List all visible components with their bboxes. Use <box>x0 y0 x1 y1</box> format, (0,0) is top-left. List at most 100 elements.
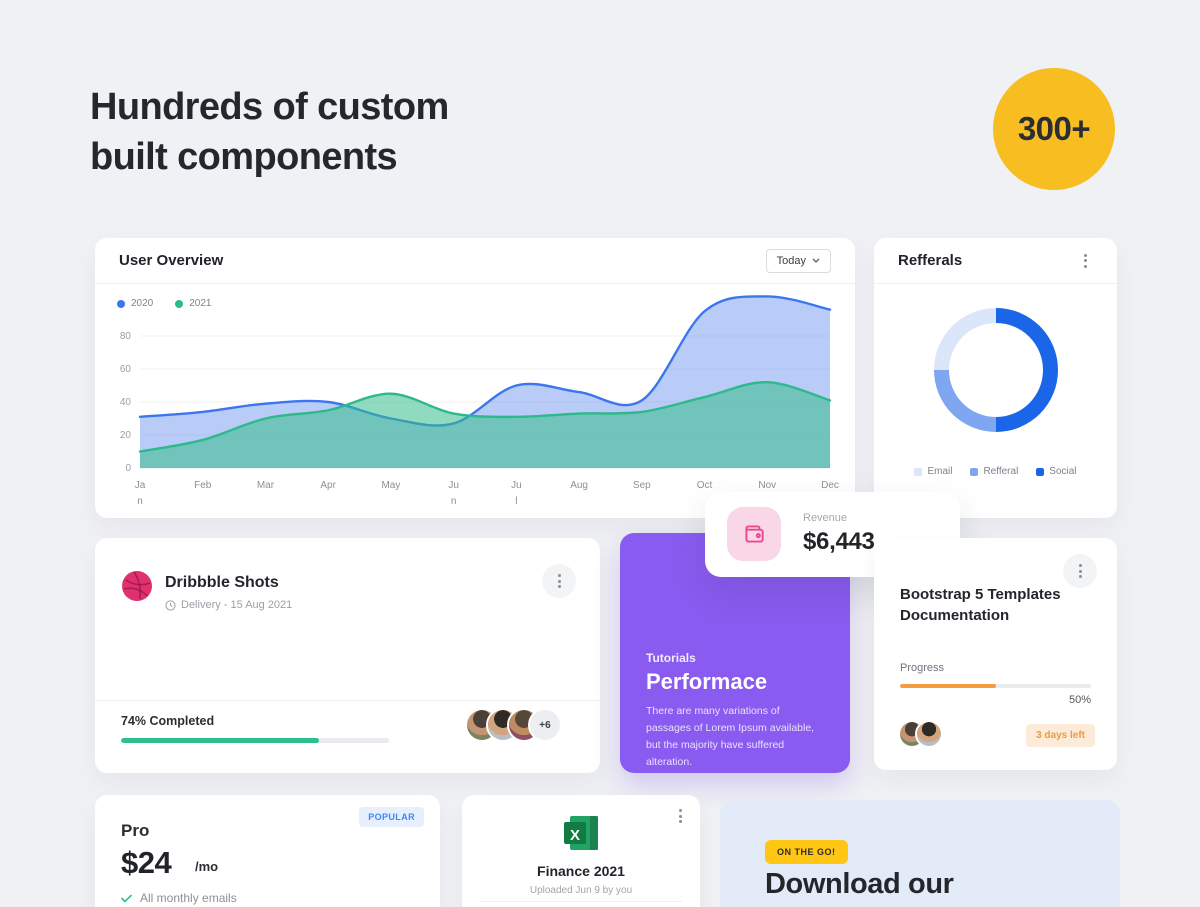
components-count-badge: 300+ <box>993 68 1115 190</box>
extra-avatars-count: +6 <box>530 710 560 740</box>
svg-text:40: 40 <box>120 397 132 408</box>
legend-label-social: Social <box>1049 466 1077 477</box>
page-title: Hundreds of custom built components <box>90 82 449 182</box>
finance-menu-button[interactable] <box>673 803 688 829</box>
performace-body: There are many variations of passages of… <box>646 705 815 768</box>
clock-icon <box>165 599 176 611</box>
chevron-down-icon <box>812 258 820 263</box>
svg-text:Ju: Ju <box>511 480 522 491</box>
refferals-menu-button[interactable] <box>1078 248 1093 274</box>
pro-pricing-card: POPULAR Pro $24 /mo All monthly emails <box>95 795 440 907</box>
bootstrap-progress-fill <box>900 684 996 688</box>
legend-dot-2021 <box>175 299 184 308</box>
legend-label-email: Email <box>927 466 953 477</box>
legend-dot-2020 <box>117 299 125 308</box>
plan-period: /mo <box>195 859 219 874</box>
legend-item-refferal: Refferal <box>970 466 1018 477</box>
legend-swatch-email <box>914 467 923 476</box>
due-date-badge: 3 days left <box>1026 724 1095 747</box>
svg-text:Ju: Ju <box>448 480 459 491</box>
bootstrap-docs-title: Bootstrap 5 Templates Documentation <box>900 586 1061 624</box>
bootstrap-progress-label: Progress <box>900 662 945 674</box>
dribbble-progress-label: 74% Completed <box>121 714 215 728</box>
page-title-line2: built components <box>90 136 398 178</box>
bootstrap-progress-value: 50% <box>1068 694 1091 706</box>
legend-label-refferal: Refferal <box>983 466 1019 477</box>
dribbble-menu-button[interactable] <box>542 564 576 598</box>
dribbble-avatars: +6 <box>467 710 560 740</box>
refferals-legend: Email Refferal Social <box>874 466 1117 477</box>
dribbble-title: Dribbble Shots <box>165 574 279 591</box>
avatar <box>917 722 941 746</box>
svg-text:X: X <box>570 827 580 844</box>
chart-legend: 2020 2021 <box>117 298 212 309</box>
excel-file-icon: X <box>564 816 598 850</box>
dribbble-delivery-text: Delivery - 15 Aug 2021 <box>181 599 293 611</box>
divider <box>95 700 600 701</box>
page-title-line1: Hundreds of custom <box>90 86 449 128</box>
download-title: Download our <box>765 868 954 900</box>
refferals-title: Refferals <box>898 252 963 269</box>
performace-eyebrow: Tutorials <box>646 651 696 665</box>
popular-badge: POPULAR <box>359 807 424 827</box>
legend-item-2021: 2021 <box>175 298 212 309</box>
svg-text:Sep: Sep <box>633 480 651 491</box>
svg-text:n: n <box>137 496 143 507</box>
svg-text:Apr: Apr <box>320 480 336 491</box>
dribbble-progress-bar <box>121 738 389 743</box>
refferals-card: Refferals Email Refferal Social <box>874 238 1117 518</box>
svg-text:l: l <box>515 496 517 507</box>
svg-text:Nov: Nov <box>758 480 776 491</box>
plan-feature-text: All monthly emails <box>140 891 237 905</box>
svg-text:Ja: Ja <box>135 480 146 491</box>
dribbble-shots-card: Dribbble Shots Delivery - 15 Aug 2021 74… <box>95 538 600 773</box>
user-overview-card: User Overview Today 2020 2021 0 20 40 60 80 J… <box>95 238 855 518</box>
svg-text:Aug: Aug <box>570 480 588 491</box>
revenue-value: $6,443 <box>803 528 875 555</box>
plan-price: $24 <box>121 845 172 880</box>
revenue-label: Revenue <box>803 512 848 524</box>
svg-text:Oct: Oct <box>697 480 713 491</box>
bootstrap-docs-card: Bootstrap 5 Templates Documentation Prog… <box>874 538 1117 770</box>
svg-text:Dec: Dec <box>821 480 839 491</box>
legend-item-2020: 2020 <box>117 298 153 309</box>
components-count: 300+ <box>1017 110 1091 147</box>
legend-label-2021: 2021 <box>189 298 212 309</box>
refferals-donut-chart <box>934 308 1058 432</box>
legend-swatch-refferal <box>970 467 979 476</box>
download-banner-card: ON THE GO! Download our <box>720 800 1120 907</box>
date-range-dropdown[interactable]: Today <box>765 248 831 273</box>
refferals-header: Refferals <box>874 238 1117 284</box>
finance-file-card: X Finance 2021 Uploaded Jun 9 by you <box>462 795 700 907</box>
users-area-chart: 0 20 40 60 80 Ja n Feb Mar Apr May Ju n Ju l Aug Sep Oct N… <box>120 295 839 507</box>
svg-text:May: May <box>381 480 400 491</box>
svg-text:Feb: Feb <box>194 480 212 491</box>
finance-title: Finance 2021 <box>537 863 625 879</box>
user-overview-header: User Overview Today <box>95 238 855 284</box>
donut-hole <box>949 323 1043 417</box>
plan-name: Pro <box>121 821 150 840</box>
finance-subtitle: Uploaded Jun 9 by you <box>529 885 633 896</box>
bootstrap-avatars <box>900 722 941 746</box>
check-icon <box>121 894 132 902</box>
user-overview-title: User Overview <box>119 252 224 269</box>
svg-text:Mar: Mar <box>257 480 275 491</box>
divider <box>480 901 682 902</box>
legend-swatch-social <box>1036 467 1045 476</box>
plan-feature: All monthly emails <box>121 891 237 905</box>
svg-text:20: 20 <box>120 430 132 441</box>
dribbble-subtitle: Delivery - 15 Aug 2021 <box>165 599 292 611</box>
date-range-value: Today <box>776 254 806 267</box>
svg-text:0: 0 <box>125 463 131 474</box>
legend-item-email: Email <box>914 466 952 477</box>
performace-title: Performace <box>646 669 768 694</box>
bootstrap-docs-menu-button[interactable] <box>1063 554 1097 588</box>
legend-item-social: Social <box>1036 466 1077 477</box>
svg-text:n: n <box>451 496 457 507</box>
on-the-go-badge: ON THE GO! <box>765 840 848 864</box>
dribbble-logo-icon <box>122 571 152 601</box>
wallet-icon <box>745 525 764 543</box>
bootstrap-progress-bar <box>900 684 1091 688</box>
svg-text:80: 80 <box>120 331 132 342</box>
legend-label-2020: 2020 <box>131 298 154 309</box>
